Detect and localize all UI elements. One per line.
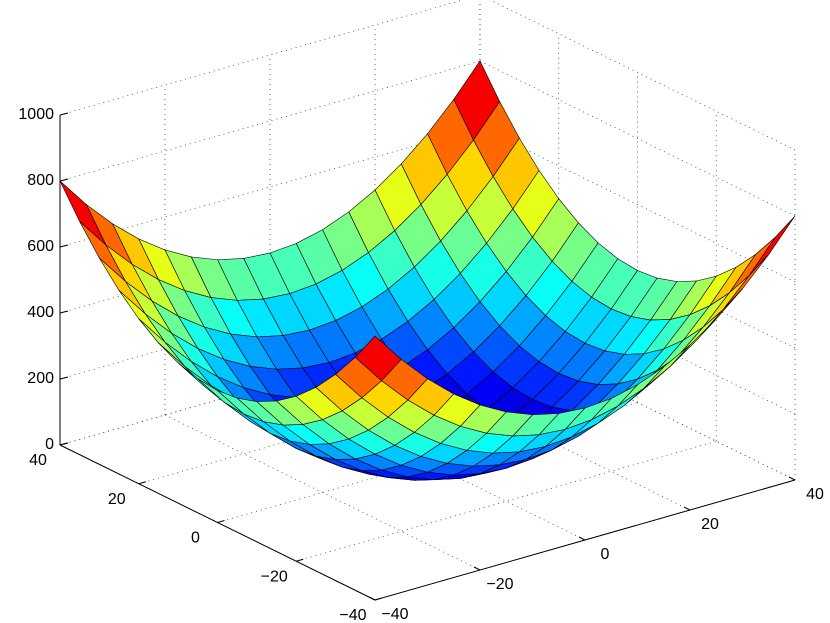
grid-line [479,126,796,283]
z-tick-label: 400 [27,304,54,321]
z-tick [59,178,69,182]
grid-line [479,324,796,481]
z-tick-label: 200 [27,370,54,387]
y-tick-label: 20 [108,491,126,508]
y-tick-label: 0 [191,530,200,547]
surface-cell [748,215,796,276]
surface-cell [729,237,776,294]
z-tick [59,376,69,380]
x-tick-label: 0 [601,546,610,563]
surface-cell [354,335,402,382]
grid-line [479,60,796,217]
z-tick [59,244,69,248]
grid-line [59,0,464,116]
z-tick-label: 600 [27,238,54,255]
grid-line [164,414,481,571]
y-tick [296,558,304,562]
x-tick [473,566,481,571]
y-tick [217,520,225,523]
x-tick-label: −20 [486,576,513,593]
y-tick-label: −20 [261,568,288,585]
z-tick-label: 800 [27,172,54,189]
grid-line [489,0,796,151]
x-tick-label: 40 [806,486,824,503]
x-tick [683,506,691,511]
z-tick [59,310,69,314]
surface-cell [59,180,107,246]
x-tick [788,476,796,481]
x-tick [578,536,586,541]
z-tick-label: 0 [45,436,54,453]
z-tick-label: 1000 [18,106,54,123]
y-tick [374,597,383,601]
y-tick-label: 40 [29,452,47,469]
x-tick-label: −40 [381,606,408,623]
y-tick [138,481,146,485]
y-tick-label: −40 [339,607,366,623]
y-tick [59,442,68,446]
x-tick [368,596,376,601]
x-tick-label: 20 [701,516,719,533]
z-tick [59,112,69,116]
